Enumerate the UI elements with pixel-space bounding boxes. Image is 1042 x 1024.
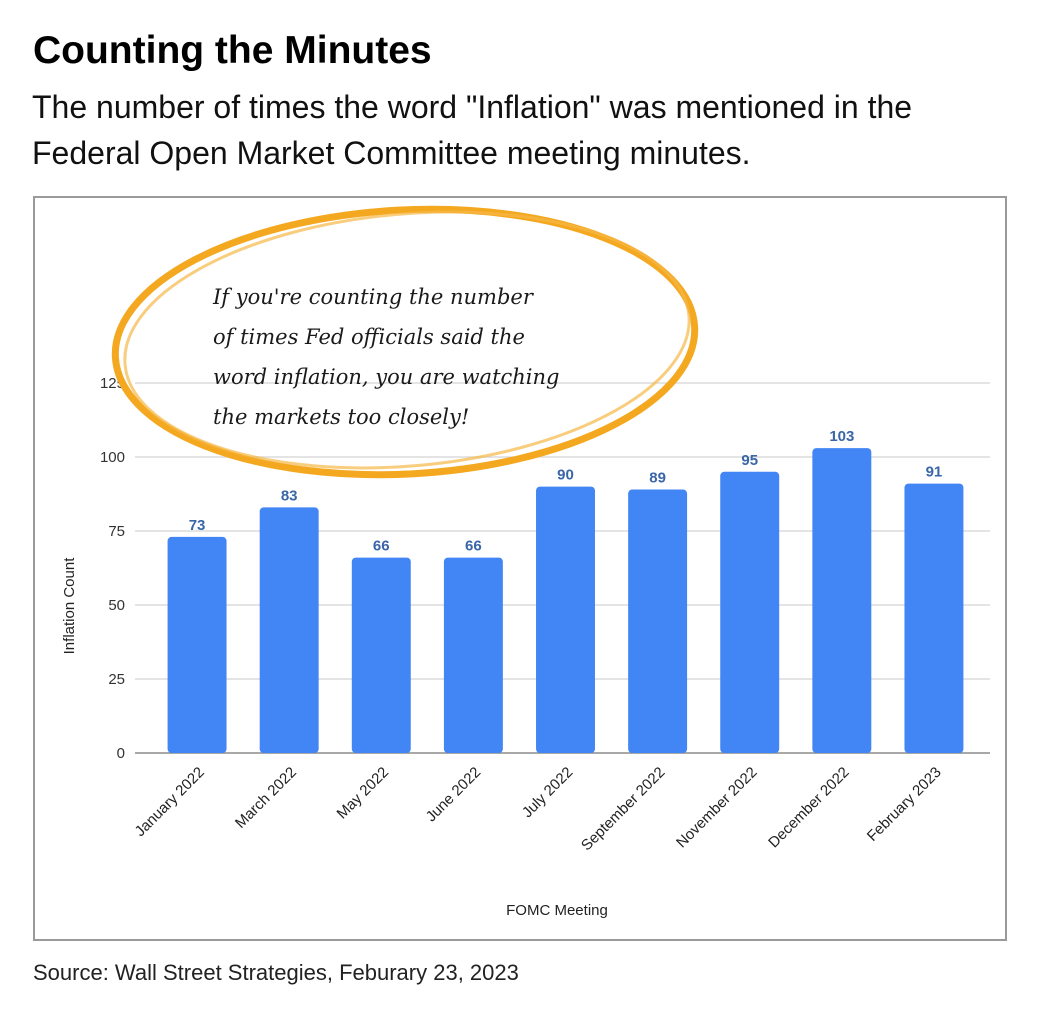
bar: [259, 507, 319, 753]
data-label: 90: [557, 467, 574, 484]
bars: [167, 448, 964, 753]
x-tick-label: September 2022: [578, 764, 668, 854]
data-label: 91: [926, 464, 943, 481]
data-label: 66: [373, 538, 390, 555]
y-tick-label: 0: [117, 745, 125, 762]
annotation-line-1: If you're counting the number: [212, 285, 535, 309]
data-label: 95: [741, 452, 758, 469]
bar: [351, 557, 411, 753]
bar: [443, 557, 503, 753]
x-tick-label: January 2022: [132, 764, 208, 840]
annotation-line-4: the markets too closely!: [213, 405, 469, 429]
data-label: 66: [465, 538, 482, 555]
bar: [167, 536, 227, 753]
annotation-callout: If you're counting the number of times F…: [111, 205, 699, 479]
annotation-line-3: word inflation, you are watching: [213, 365, 560, 389]
source-note: Source: Wall Street Strategies, Feburary…: [33, 960, 519, 985]
annotation-circle: [111, 205, 699, 479]
data-labels: 73 83 66 66 90 89 95 103 91: [189, 428, 943, 555]
bar: [628, 489, 688, 753]
y-axis-title: Inflation Count: [61, 557, 78, 655]
bar: [536, 486, 595, 753]
annotation-circle-stroke: [123, 210, 691, 470]
data-label: 73: [189, 517, 206, 534]
y-tick-label: 100: [100, 449, 125, 466]
data-label: 89: [649, 470, 666, 487]
chart-title: Counting the Minutes: [33, 29, 432, 72]
y-tick-label: 50: [108, 597, 125, 614]
data-label: 83: [281, 487, 298, 504]
x-axis-ticks: January 2022 March 2022 May 2022 June 2022 J…: [132, 764, 945, 854]
x-tick-label: November 2022: [673, 764, 760, 851]
x-axis-title: FOMC Meeting: [506, 902, 608, 919]
x-tick-label: May 2022: [334, 764, 393, 823]
y-tick-label: 25: [108, 671, 125, 688]
data-label: 103: [829, 428, 854, 445]
x-tick-label: December 2022: [765, 764, 852, 851]
bar: [904, 483, 964, 753]
x-tick-label: March 2022: [232, 764, 300, 832]
bar: [812, 448, 872, 753]
y-tick-label: 75: [108, 523, 125, 540]
x-tick-label: June 2022: [423, 764, 485, 826]
chart-subtitle: The number of times the word "Inflation"…: [32, 89, 913, 171]
x-tick-label: July 2022: [519, 764, 576, 821]
annotation-line-2: of times Fed officials said the: [213, 325, 525, 349]
bar: [720, 471, 780, 753]
chart-frame: 0 25 50 75 100 125 73 83 66 66 90 89 95 103 91 Januar…: [33, 196, 1007, 941]
x-tick-label: February 2023: [864, 764, 945, 845]
